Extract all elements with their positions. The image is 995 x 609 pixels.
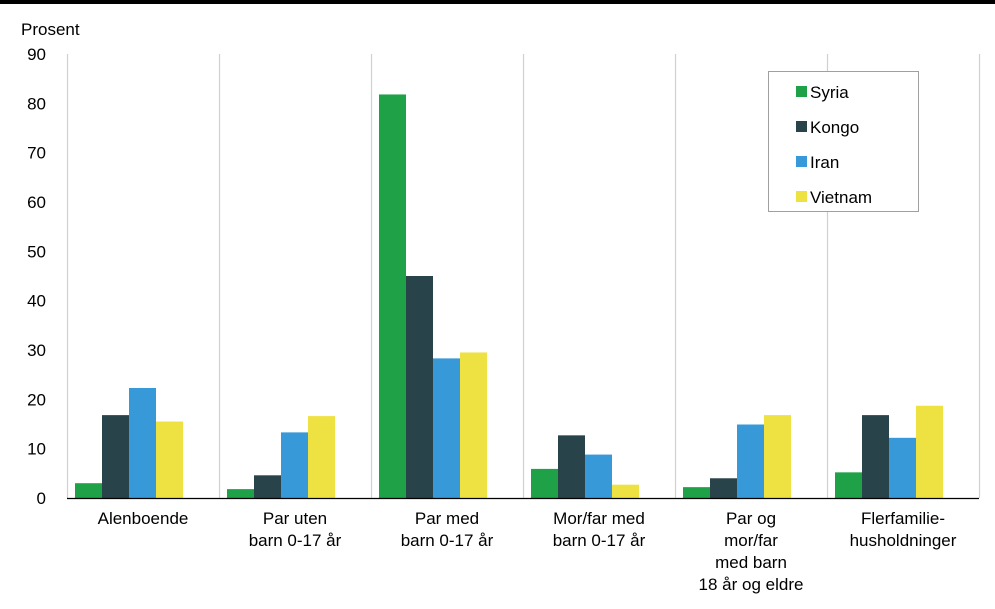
bar-vietnam [916,405,943,498]
legend-swatch-syria [796,86,807,97]
bar-syria [379,94,406,498]
y-tick-label: 20 [27,390,46,409]
category-label: Mor/far med barn 0-17 år [553,509,646,550]
y-tick-label: 70 [27,144,46,163]
legend-swatch-vietnam [796,191,807,202]
bar-kongo [406,276,433,498]
y-tick-labels: 0 10 20 30 40 50 60 70 80 90 [27,45,46,508]
y-tick-label: 10 [27,440,46,459]
bar-iran [889,437,916,498]
legend-label-iran: Iran [810,153,839,172]
bar-syria [531,468,558,498]
category-label: Alenboende [98,509,189,528]
legend-label-syria: Syria [810,83,849,102]
bar-syria [835,472,862,498]
bar-kongo [254,475,281,498]
category-label: Par uten barn 0-17 år [249,509,342,550]
bar-syria [227,489,254,498]
y-tick-label: 30 [27,341,46,360]
category-label: Flerfamilie-husholdninger [850,509,957,550]
bars [75,94,943,498]
bar-kongo [710,478,737,498]
bar-kongo [862,415,889,498]
legend: Syria Kongo Iran Vietnam [768,71,919,212]
y-tick-label: 90 [27,45,46,64]
bar-iran [129,387,156,498]
category-label: Par med barn 0-17 år [401,509,494,550]
bar-vietnam [460,352,487,498]
bar-iran [281,432,308,498]
bar-vietnam [308,416,335,498]
category-labels: Alenboende Par uten barn 0-17 år Par med bar… [98,509,957,594]
y-tick-label: 60 [27,193,46,212]
bar-vietnam [764,415,791,498]
legend-label-vietnam: Vietnam [810,188,872,207]
bar-kongo [558,435,585,498]
legend-label-kongo: Kongo [810,118,859,137]
y-tick-label: 0 [37,489,46,508]
y-tick-label: 50 [27,242,46,261]
legend-swatch-kongo [796,121,807,132]
bar-iran [433,358,460,498]
bar-syria [683,487,710,498]
legend-swatch-iran [796,156,807,167]
category-label: Par og mor/far med barn 18 år og eldre [699,509,804,594]
bar-vietnam [612,484,639,498]
bar-vietnam [156,421,183,498]
bar-iran [585,454,612,498]
legend-box [768,71,919,212]
y-tick-label: 40 [27,292,46,311]
y-axis-label: Prosent [21,20,80,39]
bar-iran [737,424,764,498]
bar-kongo [102,415,129,498]
y-tick-label: 80 [27,94,46,113]
top-rule [0,0,995,4]
bar-syria [75,483,102,498]
